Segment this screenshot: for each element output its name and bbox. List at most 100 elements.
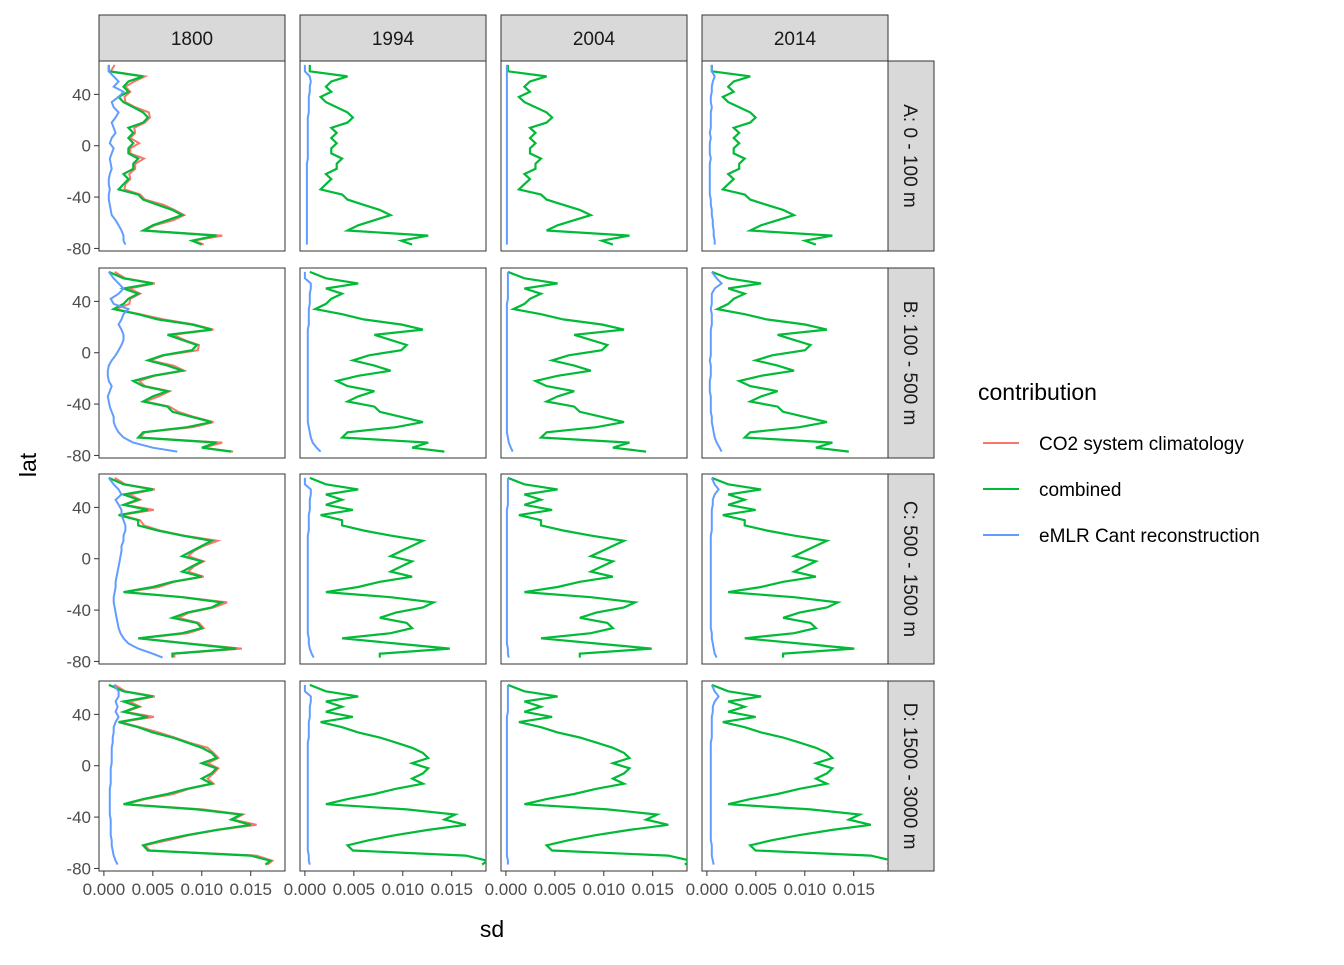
y-tick-label: -80 [66, 859, 91, 878]
line-combined [506, 64, 630, 246]
y-tick-label: 40 [72, 705, 91, 724]
line-emlr-cant-reconstruction [709, 684, 720, 865]
facet-strip-row-C [887, 473, 935, 665]
panel-1994-D [299, 680, 487, 872]
panel-2014-D [701, 680, 889, 872]
line-emlr-cant-reconstruction [108, 477, 163, 659]
legend-entries: CO2 system climatology combined eMLR Cant … [983, 434, 1260, 547]
panel-2014-B [701, 267, 889, 459]
facet-strip-col-2004 [500, 14, 688, 62]
line-combined [309, 683, 486, 866]
x-tick-label: 0.010 [784, 880, 827, 899]
x-tick-label: 0.005 [132, 880, 175, 899]
y-tick-label: 40 [72, 85, 91, 104]
y-tick-label: -40 [66, 808, 91, 827]
line-combined [309, 476, 450, 658]
panel-1800-A [98, 60, 286, 252]
panel-border [299, 267, 487, 459]
x-tick-label: 0.000 [83, 880, 126, 899]
panel-border [701, 473, 889, 665]
line-emlr-cant-reconstruction [106, 271, 178, 453]
x-tick-label: 0.010 [382, 880, 425, 899]
line-combined [711, 683, 888, 866]
y-tick-label: -80 [66, 652, 91, 671]
facet-strip-label-row-D: D: 1500 - 3000 m [899, 703, 920, 850]
line-emlr-cant-reconstruction [709, 477, 720, 659]
line-combined [308, 64, 429, 246]
line-combined [507, 476, 652, 658]
line-combined [108, 476, 237, 658]
x-tick-label: 0.005 [735, 880, 778, 899]
panel-2004-C [500, 473, 688, 665]
legend-label-0: CO2 system climatology [1039, 434, 1244, 455]
line-emlr-cant-reconstruction [505, 271, 514, 453]
line-emlr-cant-reconstruction [107, 64, 127, 246]
panel-1994-B [299, 267, 487, 459]
line-emlr-cant-reconstruction [708, 271, 724, 453]
facet-strip-label-col-2004: 2004 [573, 29, 616, 50]
panel-2004-B [500, 267, 688, 459]
panel-1994-C [299, 473, 487, 665]
line-combined [108, 270, 232, 453]
panel-1994-A [299, 60, 487, 252]
y-axis-title: lat [15, 452, 41, 477]
panel-border [701, 267, 889, 459]
line-combined [507, 683, 687, 866]
y-tick-label: -80 [66, 446, 91, 465]
facet-strip-label-row-C: C: 500 - 1500 m [899, 501, 920, 637]
x-tick-label: 0.015 [832, 880, 875, 899]
line-emlr-cant-reconstruction [708, 64, 716, 245]
y-tick-label: 40 [72, 498, 91, 517]
panel-2004-D [500, 680, 688, 872]
x-tick-label: 0.015 [229, 880, 272, 899]
legend-label-2: eMLR Cant reconstruction [1039, 526, 1260, 547]
legend-label-1: combined [1039, 480, 1121, 501]
panel-1800-C [98, 473, 286, 665]
facet-strip-label-col-2014: 2014 [774, 29, 817, 50]
line-combined [711, 270, 849, 453]
facet-strip-col-1994 [299, 14, 487, 62]
facet-strip-row-A [887, 60, 935, 252]
facet-strip-row-B [887, 267, 935, 459]
x-tick-label: 0.000 [686, 880, 729, 899]
y-tick-label: 0 [82, 757, 91, 776]
y-tick-label: -40 [66, 188, 91, 207]
legend: contribution CO2 system climatology combi… [978, 379, 1260, 547]
x-tick-label: 0.010 [583, 880, 626, 899]
panel-1800-B [98, 267, 286, 459]
x-tick-label: 0.005 [534, 880, 577, 899]
panel-1800-D [98, 680, 286, 872]
x-tick-label: 0.000 [485, 880, 528, 899]
panels-layer: 1800 1994 2004 2014 A: 0 - 100 m B: 100 - 500… [98, 14, 935, 872]
line-emlr-cant-reconstruction [108, 684, 120, 866]
panel-border [299, 473, 487, 665]
y-tick-label: 0 [82, 550, 91, 569]
panel-border [500, 267, 688, 459]
facet-strip-label-col-1994: 1994 [372, 29, 415, 50]
facet-strip-label-col-1800: 1800 [171, 29, 213, 50]
y-tick-label: -40 [66, 395, 91, 414]
facet-strip-label-row-B: B: 100 - 500 m [899, 301, 920, 426]
line-combined [711, 476, 855, 658]
axes-layer: -80 -40 0 40 -80 -40 0 40 -80 -40 0 40 -80 -40 0 40 0.00… [66, 85, 875, 899]
y-tick-label: 0 [82, 137, 91, 156]
panel-2004-A [500, 60, 688, 252]
facet-strip-col-2014 [701, 14, 889, 62]
panel-2014-A [701, 60, 889, 252]
y-tick-label: -80 [66, 239, 91, 258]
panel-border [299, 680, 487, 872]
facet-strip-label-row-A: A: 0 - 100 m [899, 104, 920, 208]
y-tick-label: -40 [66, 601, 91, 620]
x-tick-label: 0.015 [430, 880, 473, 899]
line-combined [309, 270, 445, 453]
x-tick-label: 0.005 [333, 880, 376, 899]
legend-title: contribution [978, 379, 1097, 405]
y-tick-label: 0 [82, 344, 91, 363]
line-emlr-cant-reconstruction [303, 64, 312, 245]
line-combined [710, 64, 833, 246]
x-tick-label: 0.010 [181, 880, 224, 899]
panel-border [98, 267, 286, 459]
x-axis-title: sd [480, 916, 504, 942]
